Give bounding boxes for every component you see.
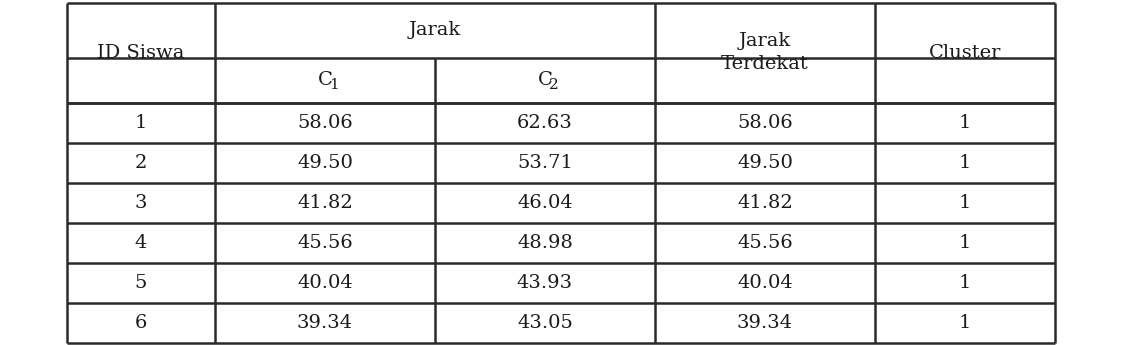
Text: 53.71: 53.71 [517, 154, 573, 171]
Text: 2: 2 [135, 154, 147, 171]
Text: 46.04: 46.04 [517, 194, 573, 211]
Text: 5: 5 [135, 274, 147, 292]
Text: 3: 3 [135, 194, 147, 211]
Text: 40.04: 40.04 [297, 274, 353, 292]
Text: 1: 1 [959, 274, 972, 292]
Text: Cluster: Cluster [929, 43, 1001, 61]
Text: 1: 1 [959, 114, 972, 131]
Text: 39.34: 39.34 [737, 314, 793, 332]
Text: 45.56: 45.56 [297, 234, 353, 252]
Text: 1: 1 [959, 154, 972, 171]
Text: 41.82: 41.82 [737, 194, 793, 211]
Text: 62.63: 62.63 [517, 114, 573, 131]
Text: Jarak: Jarak [408, 21, 461, 39]
Text: 39.34: 39.34 [297, 314, 353, 332]
Text: 49.50: 49.50 [297, 154, 353, 171]
Text: 2: 2 [549, 78, 559, 92]
Text: 48.98: 48.98 [517, 234, 573, 252]
Text: Jarak
Terdekat: Jarak Terdekat [721, 32, 809, 72]
Text: ID Siswa: ID Siswa [98, 43, 185, 61]
Text: 1: 1 [959, 194, 972, 211]
Text: 6: 6 [135, 314, 147, 332]
Text: C: C [537, 71, 552, 89]
Text: 1: 1 [329, 78, 339, 92]
Text: 1: 1 [959, 314, 972, 332]
Text: 43.93: 43.93 [517, 274, 573, 292]
Text: 49.50: 49.50 [737, 154, 793, 171]
Text: 45.56: 45.56 [737, 234, 793, 252]
Text: C: C [318, 71, 332, 89]
Text: 58.06: 58.06 [737, 114, 793, 131]
Text: 40.04: 40.04 [737, 274, 793, 292]
Text: 1: 1 [959, 234, 972, 252]
Text: 58.06: 58.06 [297, 114, 353, 131]
Text: 43.05: 43.05 [517, 314, 573, 332]
Text: 1: 1 [135, 114, 147, 131]
Text: 41.82: 41.82 [297, 194, 353, 211]
Text: 4: 4 [135, 234, 147, 252]
